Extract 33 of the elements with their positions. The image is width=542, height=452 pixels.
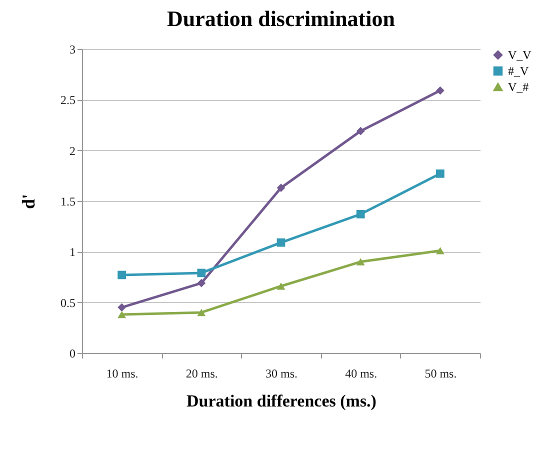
- legend-label: V_#: [508, 80, 529, 94]
- point: [118, 310, 126, 318]
- point: [356, 210, 365, 218]
- legend-label: #_V: [508, 64, 529, 78]
- y-tick-label: 1: [70, 245, 76, 260]
- point: [436, 247, 444, 254]
- point: [197, 278, 206, 288]
- x-axis-title: Duration differences (ms.): [186, 392, 376, 410]
- legend-label: V_V: [508, 48, 532, 62]
- y-tick-label: 1.5: [60, 194, 76, 208]
- y-tick-label: 0.5: [60, 296, 76, 310]
- point: [276, 282, 286, 290]
- x-tick-label: 40 ms.: [345, 366, 378, 380]
- point: [118, 303, 126, 312]
- y-axis-title: d': [18, 194, 38, 210]
- point: [276, 238, 286, 247]
- x-tick-label: 30 ms.: [265, 366, 298, 380]
- y-tick-label: 0: [70, 346, 76, 360]
- point: [356, 126, 365, 136]
- chart-title: Duration discrimination: [167, 6, 395, 31]
- point: [118, 270, 126, 280]
- y-tick-label: 2.5: [60, 93, 76, 108]
- y-tick-label: 3: [70, 42, 76, 56]
- point: [197, 268, 206, 278]
- point: [276, 184, 286, 192]
- point: [436, 86, 444, 95]
- x-tick-label: 10 ms.: [106, 366, 138, 380]
- x-tick-label: 50 ms.: [424, 366, 457, 380]
- x-tick-label: 20 ms.: [186, 366, 218, 380]
- y-tick-label: 2: [70, 144, 76, 158]
- point: [436, 169, 444, 178]
- point: [197, 308, 206, 316]
- point: [356, 258, 365, 266]
